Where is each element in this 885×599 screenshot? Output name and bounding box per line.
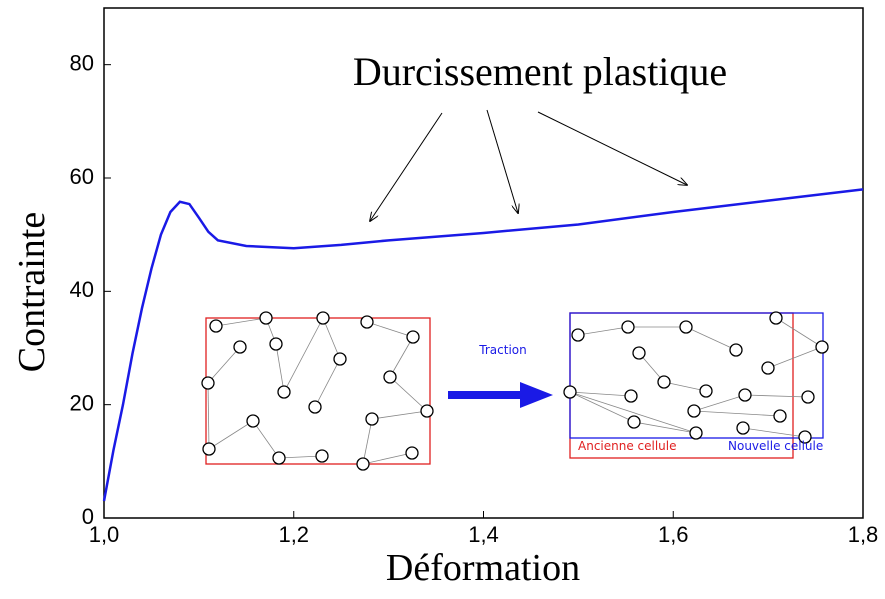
annotation: Durcissement plastique	[353, 49, 727, 94]
y-tick-label: 60	[70, 164, 94, 189]
y-tick-label: 0	[82, 504, 94, 529]
traction-arrow	[448, 382, 553, 408]
y-axis-title: Contrainte	[11, 212, 53, 372]
x-tick-label: 1,6	[658, 522, 689, 547]
x-tick-label: 1,0	[89, 522, 120, 547]
traction-label: Traction	[478, 343, 526, 357]
y-tick-label: 80	[70, 50, 94, 75]
x-tick-label: 1,4	[468, 522, 499, 547]
y-tick-label: 20	[70, 390, 94, 415]
old-cell-label: Ancienne cellule	[578, 439, 677, 453]
new-cell-network	[563, 311, 829, 459]
data-line	[102, 188, 864, 502]
x-tick-label: 1,8	[848, 522, 879, 547]
x-tick-label: 1,2	[278, 522, 309, 547]
old-cell-box	[205, 317, 431, 465]
old-cell-network	[201, 311, 434, 471]
new-cell-label: Nouvelle cellule	[728, 439, 823, 453]
x-axis-title: Déformation	[386, 547, 580, 589]
y-tick-label: 40	[70, 277, 94, 302]
annotation-arrows	[370, 109, 687, 221]
